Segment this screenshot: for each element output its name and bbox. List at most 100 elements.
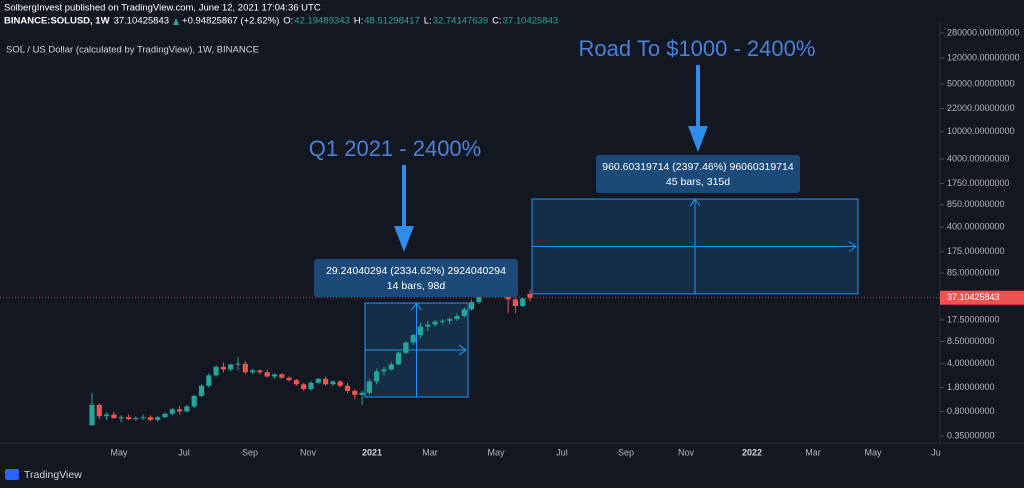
candle-body <box>111 414 117 419</box>
x-tick-label: Mar <box>805 447 821 457</box>
x-tick-label: Sep <box>242 447 258 457</box>
plot-area <box>89 198 859 426</box>
x-tick-label: Mar <box>422 447 438 457</box>
brand: TradingView <box>5 469 82 481</box>
candle-body <box>220 366 226 370</box>
candle-body <box>271 374 278 377</box>
x-tick-label: Jul <box>178 447 190 457</box>
candle-body <box>133 418 139 420</box>
candle-body <box>155 417 161 420</box>
arrows <box>394 65 708 252</box>
x-tick-label: Sep <box>618 447 634 457</box>
y-tick-label: 22000.00000000 <box>947 103 1015 113</box>
candle-body <box>403 342 409 353</box>
header-c: 37.10425843 <box>503 16 558 27</box>
measure-arrow <box>848 241 857 252</box>
header-o-label: O: <box>283 16 293 27</box>
candle-body <box>301 384 307 390</box>
candle-body <box>461 309 467 317</box>
candle-body <box>469 302 475 310</box>
candle-body <box>410 335 416 343</box>
x-tick-label: Nov <box>300 447 317 457</box>
y-tick-label: 1.80000000 <box>947 382 995 392</box>
header-change: +0.94825867 (+2.62%) <box>182 16 279 27</box>
candle-body <box>381 369 387 372</box>
header-h-label: H: <box>354 16 364 27</box>
candle-body <box>257 370 263 373</box>
candle-body <box>147 417 153 420</box>
y-tick-label: 1750.00000000 <box>947 178 1010 188</box>
publisher: SolbergInvest published on TradingView.c… <box>4 3 321 14</box>
x-tick-label: 2021 <box>362 447 382 457</box>
header-l-label: L: <box>424 16 432 27</box>
candle-body <box>198 385 205 396</box>
candle-body <box>417 326 424 336</box>
candle-body <box>228 364 234 370</box>
y-tick-label: 400.00000000 <box>947 222 1005 232</box>
candle-body <box>432 321 438 325</box>
arrow-head <box>688 126 708 152</box>
candle-body <box>512 299 518 307</box>
y-tick-label: 50000.00000000 <box>947 78 1015 88</box>
up-triangle <box>173 18 180 25</box>
candle-body <box>396 352 402 365</box>
candle-body <box>374 371 380 382</box>
candle-body <box>235 363 241 365</box>
candle-body <box>125 417 132 420</box>
measure-label-box <box>314 259 518 298</box>
candle-body <box>169 409 175 414</box>
annotation-title: Road To $1000 - 2400% <box>579 36 816 61</box>
header-l: 32.74147639 <box>433 16 488 27</box>
candle-body <box>388 364 394 370</box>
arrow-shaft <box>402 165 406 227</box>
candle-body <box>330 381 336 385</box>
candle-body <box>315 378 321 383</box>
header-c-label: C: <box>492 16 502 27</box>
legend-title: SOL / US Dollar (calculated by TradingVi… <box>6 45 259 56</box>
measure-label: 960.60319714 (2397.46%) 96060319714 <box>602 161 794 173</box>
last-price-label: 37.10425843 <box>947 292 1000 302</box>
candle-body <box>184 406 190 412</box>
y-tick-label: 0.80000000 <box>947 406 995 416</box>
candle-body <box>454 316 460 320</box>
x-tick-label: May <box>487 447 505 457</box>
x-tick-label: Jul <box>556 447 568 457</box>
candle-body <box>104 414 110 417</box>
candle-body <box>140 417 146 419</box>
measure-label: 14 bars, 98d <box>387 280 446 292</box>
candle-body <box>352 390 358 395</box>
arrow-head <box>394 226 414 252</box>
annotation-title: Q1 2021 - 2400% <box>309 136 481 161</box>
measure-arrow <box>458 344 467 356</box>
y-tick-label: 280000.00000000 <box>947 27 1020 37</box>
header-line-1: SolbergInvest published on TradingView.c… <box>4 3 321 14</box>
candle-body <box>323 378 329 385</box>
x-tick-label: May <box>110 447 128 457</box>
last-price-tag <box>940 290 1024 305</box>
candle-body <box>177 409 183 412</box>
x-tick-label: 2022 <box>742 447 762 457</box>
candle-body <box>447 319 453 321</box>
candle-body <box>250 370 256 373</box>
candle-body <box>96 404 102 417</box>
brand-name: TradingView <box>24 469 82 481</box>
y-tick-label: 120000.00000000 <box>947 52 1020 62</box>
y-tick-label: 17.50000000 <box>947 314 1000 324</box>
candle-body <box>425 324 431 327</box>
measure-arrow <box>411 302 422 311</box>
measure-label: 29.24040294 (2334.62%) 2924040294 <box>326 265 506 277</box>
x-tick-label: Nov <box>678 447 695 457</box>
brand-logo <box>5 469 19 480</box>
candle-body <box>527 293 533 298</box>
arrow-shaft <box>696 65 700 127</box>
y-tick-label: 4000.00000000 <box>947 153 1010 163</box>
measure-label-box <box>596 155 800 194</box>
y-tick-label: 10000.00000000 <box>947 126 1015 136</box>
header-h: 48.51298417 <box>364 16 419 27</box>
candle-body <box>476 291 482 303</box>
candle-body <box>89 404 95 426</box>
candle-body <box>286 377 292 381</box>
x-tick-label: Ju <box>931 447 941 457</box>
candle-body <box>206 375 212 386</box>
